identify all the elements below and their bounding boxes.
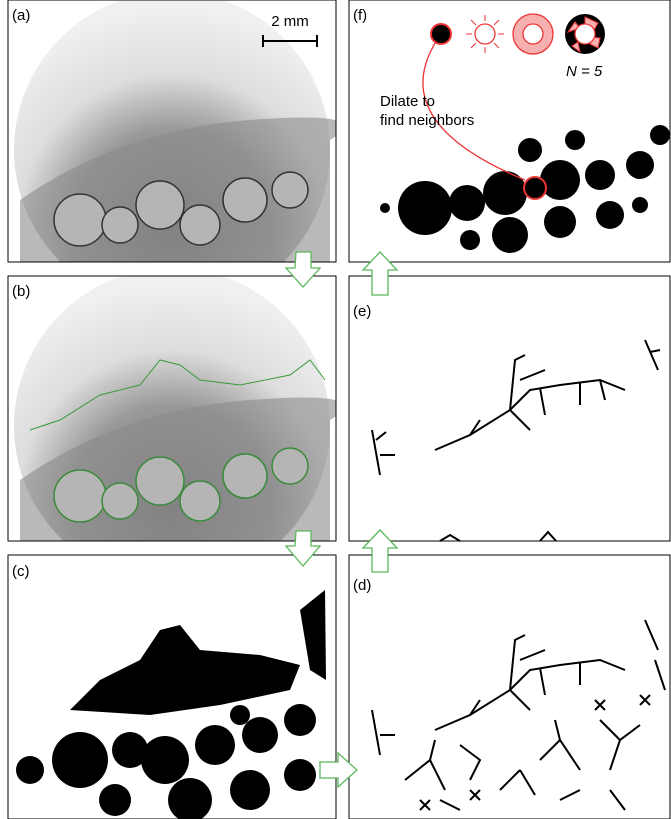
panel-e	[372, 340, 660, 541]
panel-label: (f)	[353, 7, 367, 24]
flow-arrow	[363, 530, 397, 572]
panel-d	[372, 620, 665, 810]
annotation: Dilate to	[380, 93, 435, 110]
panel-label: (e)	[353, 303, 371, 320]
panel-b	[14, 268, 344, 584]
scale-label: 2 mm	[271, 13, 309, 30]
annotation: find neighbors	[380, 112, 474, 129]
panel-c	[16, 590, 326, 819]
panel-f	[380, 14, 670, 253]
panel-label: (a)	[12, 7, 30, 24]
panel-label: (d)	[353, 577, 371, 594]
panel-label: (c)	[12, 563, 30, 580]
flow-arrow	[320, 753, 357, 787]
count-label: N = 5	[566, 63, 603, 80]
panel-label: (b)	[12, 283, 30, 300]
flow-arrow	[363, 252, 397, 295]
figure: 2 mm (a) (b) (c)	[0, 0, 671, 819]
